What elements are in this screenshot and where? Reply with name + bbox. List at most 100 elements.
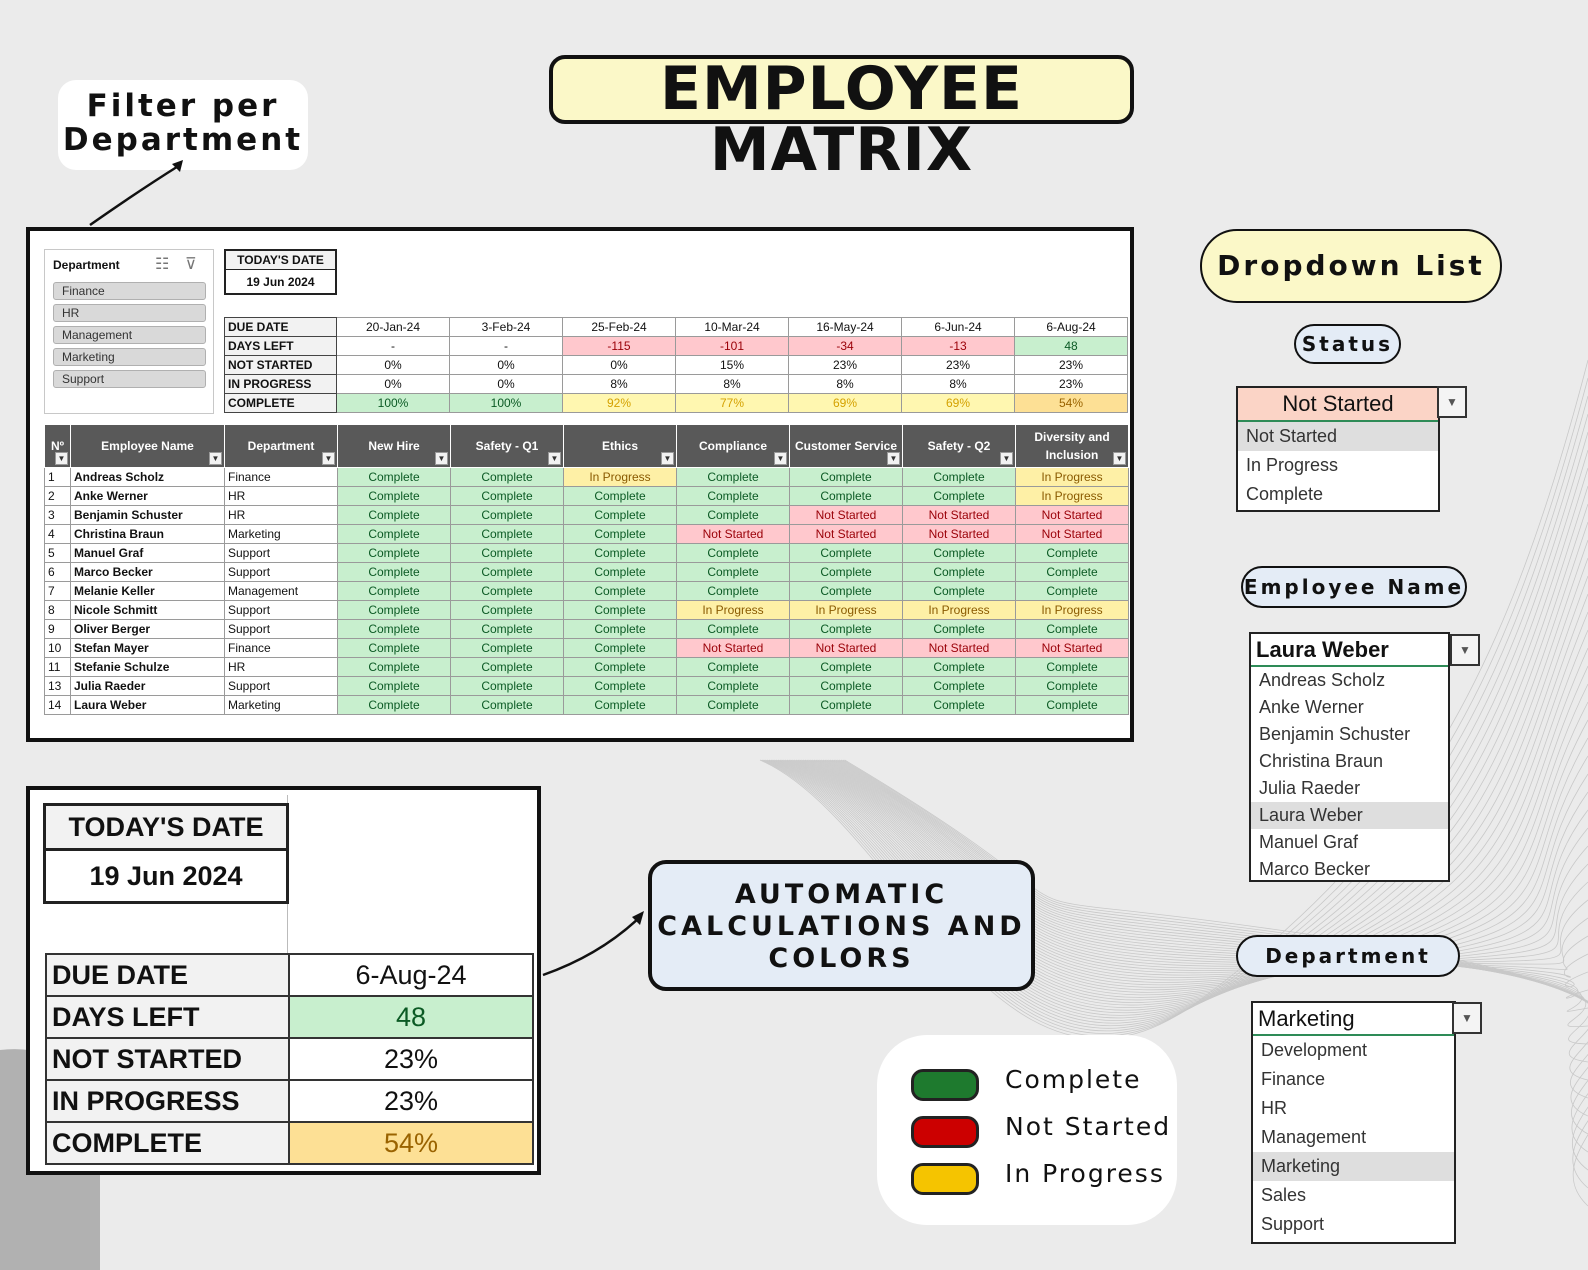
department-option-support[interactable]: Support [1261, 1214, 1325, 1234]
status-cell[interactable]: Complete [563, 695, 677, 715]
employee-name-cell[interactable]: Oliver Berger [70, 619, 225, 639]
status-cell[interactable]: Complete [563, 562, 677, 582]
department-cell[interactable]: HR [224, 505, 338, 525]
department-chevron-down-icon[interactable]: ▼ [1452, 1002, 1482, 1034]
status-cell[interactable]: Complete [337, 676, 451, 696]
status-cell[interactable]: In Progress [789, 600, 903, 620]
department-cell[interactable]: Finance [224, 638, 338, 658]
department-dropdown[interactable]: Marketing Development Finance HR Management… [1251, 1001, 1456, 1244]
employee-option-julia-raeder[interactable]: Julia Raeder [1259, 778, 1361, 798]
department-cell[interactable]: Support [224, 676, 338, 696]
status-cell[interactable]: Complete [563, 505, 677, 525]
employee-name-cell[interactable]: Melanie Keller [70, 581, 225, 601]
department-cell[interactable]: Support [224, 619, 338, 639]
status-cell[interactable]: Not Started [676, 638, 790, 658]
status-cell[interactable]: Complete [1015, 543, 1129, 563]
status-cell[interactable]: Not Started [676, 524, 790, 544]
department-cell[interactable]: HR [224, 486, 338, 506]
department-selected-value[interactable]: Marketing [1253, 1003, 1454, 1036]
employee-name-cell[interactable]: Laura Weber [70, 695, 225, 715]
status-cell[interactable]: Not Started [789, 638, 903, 658]
status-cell[interactable]: Complete [337, 695, 451, 715]
filter-dropdown-icon[interactable]: ▼ [661, 452, 674, 465]
status-cell[interactable]: Complete [789, 695, 903, 715]
column-header-new-hire[interactable]: New Hire ▼ [337, 424, 451, 468]
employee-option-manuel-graf[interactable]: Manuel Graf [1259, 832, 1359, 852]
filter-dropdown-icon[interactable]: ▼ [209, 452, 222, 465]
employee-option-christina-braun[interactable]: Christina Braun [1259, 751, 1384, 771]
row-number-cell[interactable]: 2 [44, 486, 71, 506]
status-cell[interactable]: Complete [337, 657, 451, 677]
row-number-cell[interactable]: 4 [44, 524, 71, 544]
filter-dropdown-icon[interactable]: ▼ [55, 452, 68, 465]
status-cell[interactable]: Complete [1015, 619, 1129, 639]
status-cell[interactable]: Complete [676, 695, 790, 715]
employee-name-cell[interactable]: Andreas Scholz [70, 467, 225, 487]
filter-dropdown-icon[interactable]: ▼ [435, 452, 448, 465]
status-option-complete[interactable]: Complete [1246, 484, 1324, 504]
status-cell[interactable]: Complete [902, 543, 1016, 563]
slicer-item-finance[interactable]: Finance [53, 282, 206, 300]
department-option-marketing[interactable]: Marketing [1253, 1152, 1454, 1181]
status-cell[interactable]: Complete [337, 638, 451, 658]
status-cell[interactable]: Complete [789, 676, 903, 696]
column-header-department[interactable]: Department ▼ [224, 424, 338, 468]
status-cell[interactable]: Complete [337, 600, 451, 620]
employee-option-laura-weber[interactable]: Laura Weber [1251, 802, 1448, 829]
status-cell[interactable]: Complete [450, 619, 564, 639]
status-cell[interactable]: Complete [450, 638, 564, 658]
employee-name-cell[interactable]: Stefanie Schulze [70, 657, 225, 677]
filter-dropdown-icon[interactable]: ▼ [887, 452, 900, 465]
status-cell[interactable]: Complete [337, 486, 451, 506]
status-cell[interactable]: Complete [337, 467, 451, 487]
status-cell[interactable]: Complete [902, 581, 1016, 601]
department-option-hr[interactable]: HR [1261, 1098, 1287, 1118]
status-cell[interactable]: Complete [676, 467, 790, 487]
status-cell[interactable]: Complete [450, 695, 564, 715]
slicer-item-hr[interactable]: HR [53, 304, 206, 322]
column-header-customer-service[interactable]: Customer Service ▼ [789, 424, 903, 468]
status-cell[interactable]: Complete [789, 619, 903, 639]
status-cell[interactable]: In Progress [563, 467, 677, 487]
status-cell[interactable]: In Progress [1015, 486, 1129, 506]
column-header-safety-q1[interactable]: Safety - Q1 ▼ [450, 424, 564, 468]
status-cell[interactable]: Complete [1015, 676, 1129, 696]
employee-name-cell[interactable]: Nicole Schmitt [70, 600, 225, 620]
status-cell[interactable]: In Progress [1015, 467, 1129, 487]
row-number-cell[interactable]: 7 [44, 581, 71, 601]
employee-name-cell[interactable]: Christina Braun [70, 524, 225, 544]
status-cell[interactable]: In Progress [1015, 600, 1129, 620]
row-number-cell[interactable]: 14 [44, 695, 71, 715]
status-cell[interactable]: Complete [563, 486, 677, 506]
department-cell[interactable]: HR [224, 657, 338, 677]
department-cell[interactable]: Marketing [224, 695, 338, 715]
status-option-not-started[interactable]: Not Started [1238, 422, 1438, 451]
status-cell[interactable]: Complete [563, 638, 677, 658]
status-cell[interactable]: Not Started [789, 524, 903, 544]
status-dropdown[interactable]: Not Started Not Started In Progress Comp… [1236, 386, 1440, 512]
column-header-n[interactable]: Nº ▼ [44, 424, 71, 468]
employee-name-cell[interactable]: Benjamin Schuster [70, 505, 225, 525]
status-cell[interactable]: Complete [902, 486, 1016, 506]
employee-option-marco-becker[interactable]: Marco Becker [1259, 859, 1371, 879]
status-cell[interactable]: Complete [789, 657, 903, 677]
status-cell[interactable]: Complete [676, 676, 790, 696]
department-cell[interactable]: Support [224, 543, 338, 563]
status-cell[interactable]: Complete [563, 657, 677, 677]
filter-dropdown-icon[interactable]: ▼ [1113, 452, 1126, 465]
status-cell[interactable]: Complete [676, 486, 790, 506]
status-cell[interactable]: Complete [902, 695, 1016, 715]
status-cell[interactable]: Complete [902, 676, 1016, 696]
department-cell[interactable]: Support [224, 562, 338, 582]
department-cell[interactable]: Support [224, 600, 338, 620]
status-cell[interactable]: In Progress [676, 600, 790, 620]
status-cell[interactable]: Complete [676, 619, 790, 639]
status-cell[interactable]: Complete [450, 505, 564, 525]
status-cell[interactable]: Complete [450, 524, 564, 544]
employee-selected-value[interactable]: Laura Weber [1251, 634, 1448, 667]
status-cell[interactable]: Complete [676, 562, 790, 582]
column-header-diversity-and-inclusion[interactable]: Diversity and Inclusion ▼ [1015, 424, 1129, 468]
status-cell[interactable]: Complete [450, 543, 564, 563]
status-option-in-progress[interactable]: In Progress [1246, 455, 1339, 475]
status-cell[interactable]: Not Started [902, 505, 1016, 525]
